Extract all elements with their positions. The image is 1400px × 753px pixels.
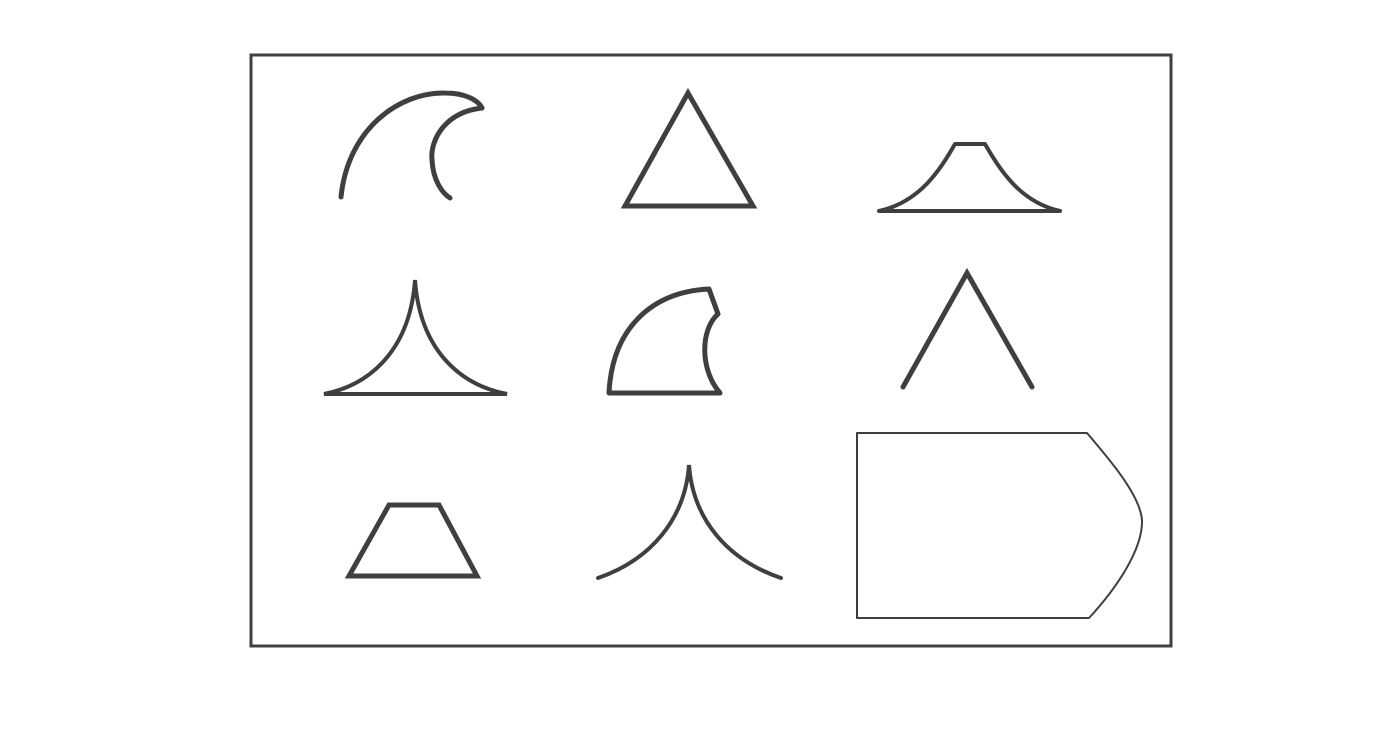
outer-frame [249,53,1173,648]
shape-concave-caret [596,464,783,580]
shape-curved-quadrilateral [606,286,723,396]
shape-concave-trapezoid [877,142,1062,213]
shape-triangle [620,87,758,209]
shape-two-arcs [338,90,485,201]
shape-caret [900,267,1035,390]
answer-box[interactable] [856,432,1144,619]
shape-trapezoid [344,502,482,579]
shape-concave-triangle [323,279,508,396]
